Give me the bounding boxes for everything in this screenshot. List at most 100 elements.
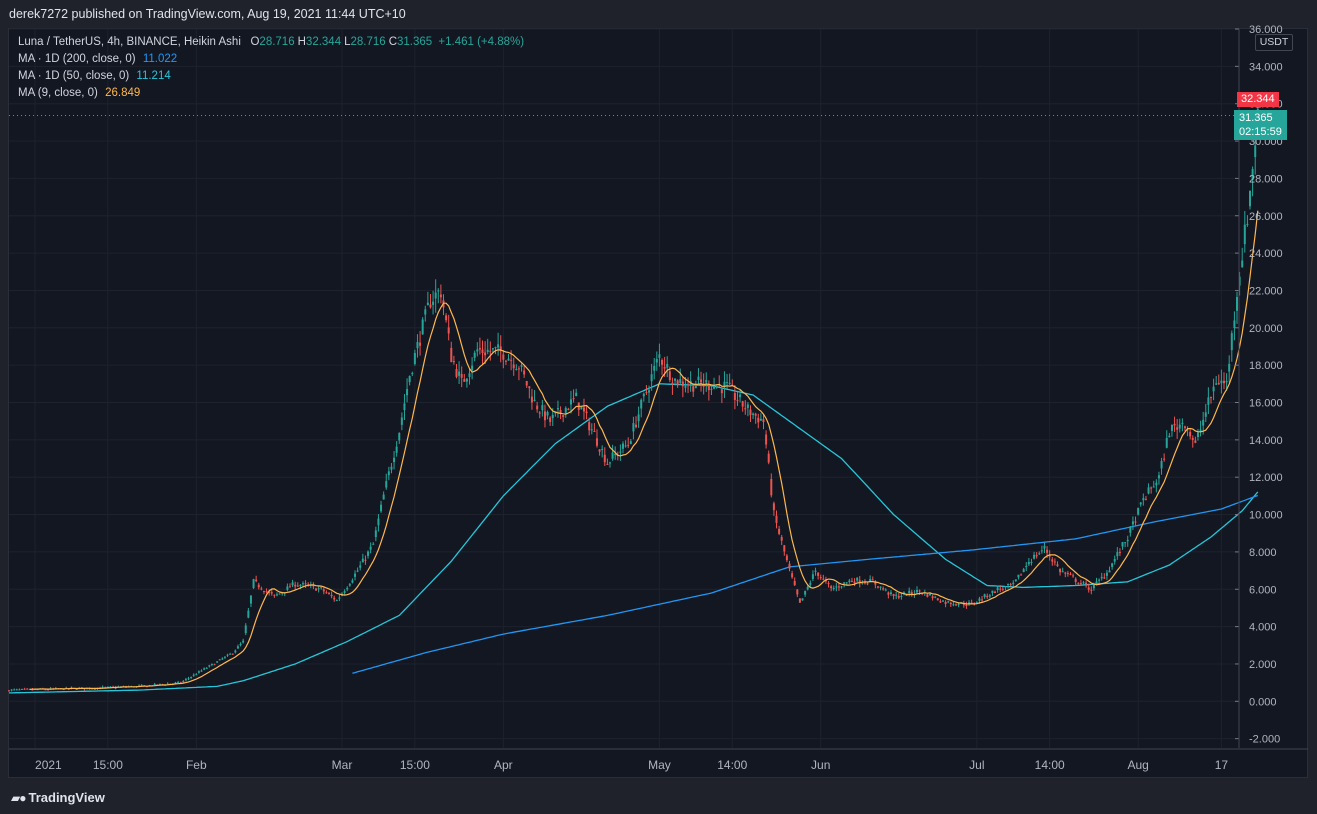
candle-body	[385, 481, 388, 488]
x-tick-label: 17	[1215, 758, 1229, 772]
candle-body	[671, 382, 674, 384]
candle-body	[1176, 427, 1179, 430]
candle-body	[1251, 169, 1254, 180]
candle-body	[419, 342, 422, 346]
candle-body	[260, 588, 263, 590]
candle-body	[1181, 422, 1184, 424]
candle-body	[252, 579, 255, 588]
candle-body	[723, 381, 726, 388]
publisher-bar: derek7272 published on TradingView.com, …	[0, 0, 1317, 28]
candle-body	[1001, 588, 1004, 590]
candle-body	[1178, 424, 1181, 429]
price-chart[interactable]: -2.000 0.000 2.000 4.000 6.000 8.000 10.000 12.…	[0, 0, 1317, 786]
candle-body	[882, 588, 885, 590]
candle-body	[744, 408, 747, 410]
y-tick-label: 4.000	[1249, 622, 1277, 634]
candle-body	[543, 411, 546, 421]
candle-body	[1202, 419, 1205, 426]
candle-body	[559, 409, 562, 414]
candle-body	[767, 453, 770, 463]
candle-body	[1048, 554, 1051, 557]
tradingview-logo[interactable]: ▰● TradingView	[11, 790, 105, 805]
candle-body	[351, 580, 354, 583]
candle-body	[104, 686, 107, 688]
candle-body	[346, 587, 349, 590]
candle-body	[1040, 550, 1043, 552]
candle-body	[223, 656, 226, 658]
candle-body	[741, 401, 744, 407]
candle-body	[645, 392, 648, 394]
candle-body	[1027, 562, 1030, 565]
candle-body	[398, 432, 401, 441]
candle-body	[239, 643, 242, 646]
candle-body	[952, 604, 955, 606]
candle-body	[1204, 412, 1207, 417]
candle-body	[44, 689, 47, 691]
candle-body	[205, 667, 208, 669]
candle-body	[364, 559, 367, 561]
candle-body	[1043, 545, 1046, 549]
candle-body	[320, 587, 323, 589]
candle-body	[1007, 584, 1010, 586]
candle-body	[965, 604, 968, 606]
candle-body	[676, 380, 679, 386]
candle-body	[268, 591, 271, 593]
candle-body	[520, 365, 523, 367]
ma-9-line	[29, 210, 1259, 690]
candle-body	[895, 594, 898, 596]
candle-body	[187, 678, 190, 680]
candle-body	[460, 374, 463, 378]
time-axis[interactable]: 2021 15:00 Feb Mar 15:00 Apr May 14:00 Jun Jul 14:…	[9, 748, 1308, 772]
candle-body	[468, 373, 471, 377]
candle-body	[562, 415, 565, 417]
candle-body	[463, 379, 466, 382]
candle-body	[1212, 386, 1215, 392]
candle-body	[710, 388, 713, 390]
candle-body	[840, 586, 843, 588]
candle-body	[975, 602, 978, 604]
candle-body	[1014, 579, 1017, 582]
y-tick-label: 34.000	[1249, 61, 1283, 73]
candle-body	[1238, 276, 1241, 286]
candle-body	[905, 594, 908, 596]
candle-body	[1215, 383, 1218, 385]
candle-body	[1085, 582, 1088, 585]
candle-body	[512, 364, 515, 369]
candle-body	[109, 686, 112, 688]
candle-body	[804, 591, 807, 595]
ma-50-line	[9, 383, 1259, 694]
y-tick-label: 10.000	[1249, 510, 1283, 522]
candle-body	[1157, 475, 1160, 479]
currency-button[interactable]: USDT	[1255, 34, 1293, 51]
candle-body	[551, 414, 554, 418]
candle-body	[788, 563, 791, 569]
ma-50-path	[9, 383, 1259, 694]
candle-body	[538, 412, 541, 414]
candles-layer	[8, 101, 1259, 692]
chart-grid	[9, 28, 1237, 748]
candle-body	[429, 304, 432, 308]
candle-body	[1074, 578, 1077, 582]
candle-body	[608, 462, 611, 464]
candle-body	[525, 380, 528, 386]
candle-body	[486, 349, 489, 352]
candle-body	[184, 679, 187, 681]
y-tick-label: 8.000	[1249, 547, 1277, 559]
candle-body	[1025, 565, 1028, 568]
candle-body	[791, 573, 794, 578]
candle-body	[359, 565, 362, 568]
candle-body	[1064, 572, 1067, 574]
candle-body	[1228, 363, 1231, 372]
candle-body	[499, 346, 502, 352]
x-tick-label: Aug	[1127, 758, 1148, 772]
y-tick-label: 26.000	[1249, 211, 1283, 223]
candle-body	[908, 590, 911, 593]
candle-body	[247, 610, 250, 618]
candle-body	[650, 374, 653, 382]
candle-body	[687, 384, 690, 386]
candle-body	[203, 668, 206, 670]
candle-body	[632, 423, 635, 432]
candle-body	[338, 597, 341, 599]
candle-body	[1152, 486, 1155, 488]
candle-body	[517, 368, 520, 370]
